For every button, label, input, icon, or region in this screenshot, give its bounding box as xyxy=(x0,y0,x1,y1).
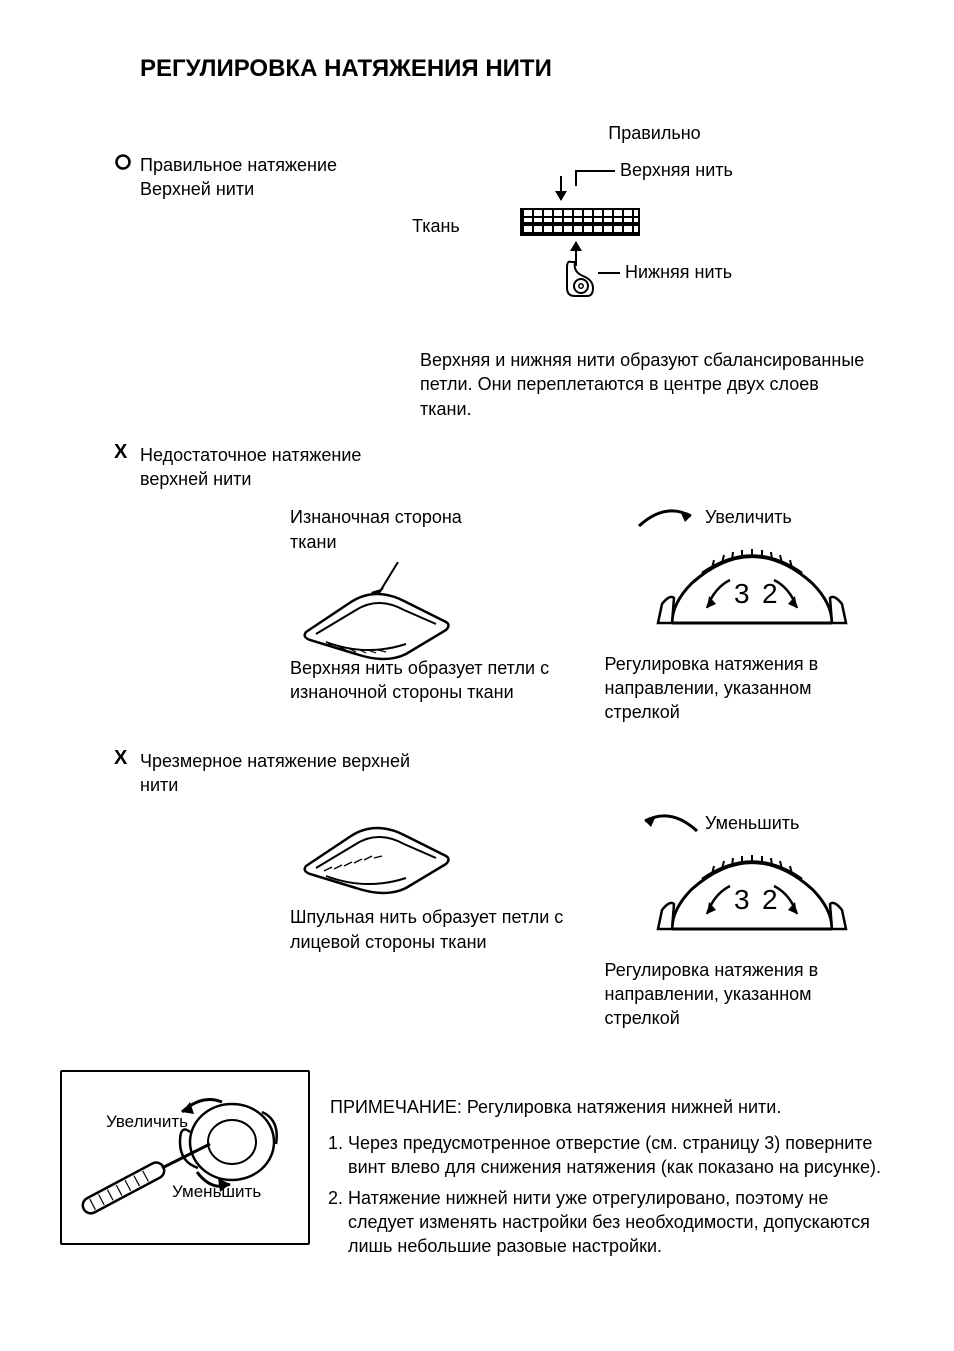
svg-text:2: 2 xyxy=(762,578,778,609)
correct-stitch-diagram: Верхняя нить Ткань Нижняя нить xyxy=(420,148,889,328)
marker-loose-icon: X xyxy=(114,441,127,464)
lower-thread-label: Нижняя нить xyxy=(625,262,732,283)
correct-tension-l1: Правильное натяжение xyxy=(140,155,337,175)
marker-tight-icon: X xyxy=(114,747,127,770)
wrong-side-l1: Изнаночная сторона xyxy=(290,507,462,527)
correct-top-label: Правильно xyxy=(420,123,889,144)
tight-right-caption: Регулировка натяжения в направлении, ука… xyxy=(605,958,890,1031)
note-heading: ПРИМЕЧАНИЕ: Регулировка натяжения нижней… xyxy=(328,1070,889,1119)
fabric-fold-loose-diagram xyxy=(296,562,446,642)
note-increase-label: Увеличить xyxy=(106,1112,188,1132)
decrease-arrow-icon xyxy=(635,815,705,832)
upper-thread-label: Верхняя нить xyxy=(620,160,733,181)
correct-tension-label: Правильное натяжение Верхней нити xyxy=(140,153,420,202)
bobbin-case-adjust-diagram: Увеличить Уменьшить xyxy=(60,1070,310,1245)
note-decrease-label: Уменьшить xyxy=(172,1182,261,1202)
note-step-2: Натяжение нижней нити уже отрегулировано… xyxy=(348,1186,889,1259)
fabric-label: Ткань xyxy=(412,216,460,237)
tight-tension-label: Чрезмерное натяжение верхней нити xyxy=(140,749,889,798)
page-title: РЕГУЛИРОВКА НАТЯЖЕНИЯ НИТИ xyxy=(140,55,889,83)
loose-l2: верхней нити xyxy=(140,469,251,489)
fabric-fold-tight-diagram xyxy=(296,811,446,891)
note-step-1: Через предусмотренное отверстие (см. стр… xyxy=(348,1131,889,1180)
svg-text:3: 3 xyxy=(734,884,750,915)
note-steps-list: Через предусмотренное отверстие (см. стр… xyxy=(328,1131,889,1258)
increase-label: Увеличить xyxy=(705,507,792,527)
correct-tension-l2: Верхней нити xyxy=(140,179,254,199)
bobbin-icon xyxy=(563,258,597,298)
tight-l2: нити xyxy=(140,775,178,795)
increase-arrow-icon xyxy=(635,509,705,526)
correct-description: Верхняя и нижняя нити образуют сбалансир… xyxy=(420,348,870,421)
wrong-side-label: Изнаночная сторона ткани xyxy=(290,505,575,554)
decrease-label: Уменьшить xyxy=(705,813,799,833)
marker-correct-icon xyxy=(114,153,132,177)
wrong-side-l2: ткани xyxy=(290,532,337,552)
loose-right-caption: Регулировка натяжения в направлении, ука… xyxy=(605,652,890,725)
tight-l1: Чрезмерное натяжение верхней xyxy=(140,751,410,771)
tension-dial-decrease-diagram: 3 2 xyxy=(652,844,842,944)
tight-left-caption: Шпульная нить образует петли с лицевой с… xyxy=(290,905,575,954)
tension-dial-increase-diagram: 3 2 xyxy=(652,538,842,638)
dial-digits: 3 xyxy=(734,578,750,609)
svg-text:2: 2 xyxy=(762,884,778,915)
loose-l1: Недостаточное натяжение xyxy=(140,445,361,465)
loose-left-caption: Верхняя нить образует петли с изнаночной… xyxy=(290,656,575,705)
loose-tension-label: Недостаточное натяжение верхней нити xyxy=(140,443,889,492)
